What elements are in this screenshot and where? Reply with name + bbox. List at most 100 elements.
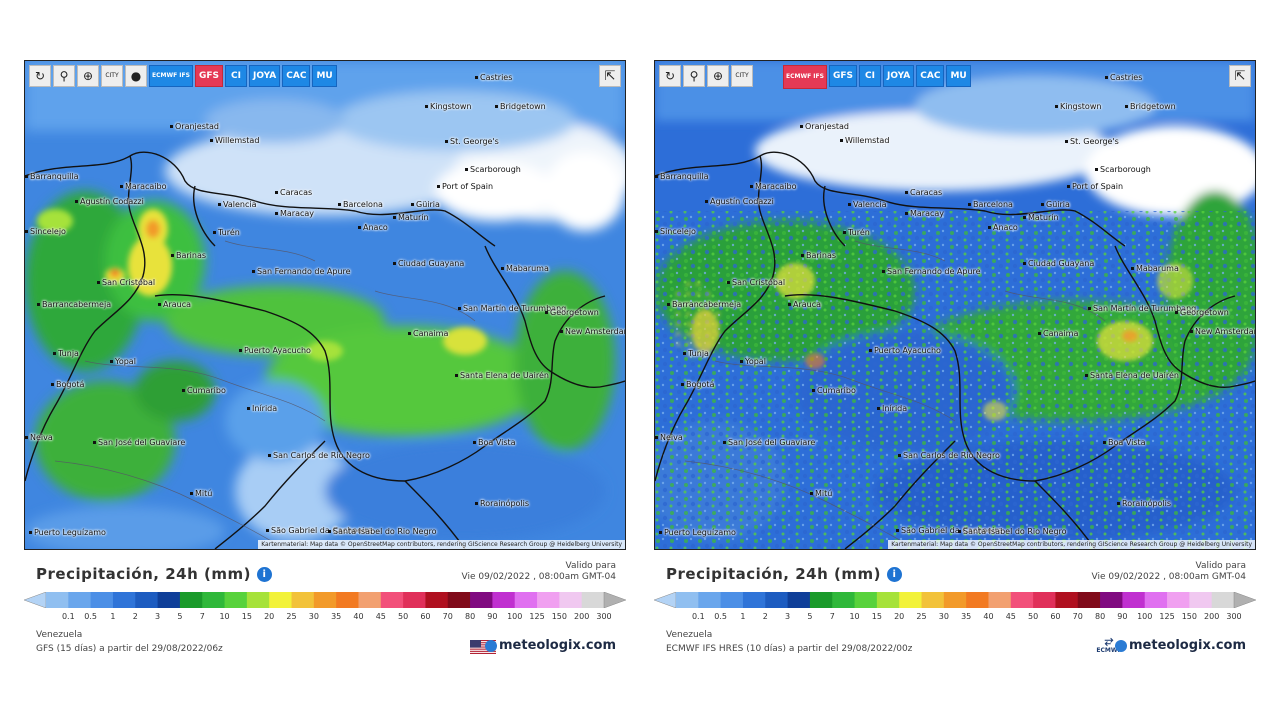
legend-tick-label: 0.5 <box>714 612 727 621</box>
place-label: Sincelejo <box>655 227 696 236</box>
legend-swatch <box>988 592 1012 608</box>
place-label: Santa Elena de Uairén <box>1085 371 1179 380</box>
place-label: Ciudad Guayana <box>393 259 464 268</box>
place-label: Boa Vista <box>473 438 516 447</box>
legend-tick-label: 300 <box>596 612 612 621</box>
model-mu-button[interactable]: MU <box>312 65 337 87</box>
legend-tick-label: 5 <box>807 612 813 621</box>
location-pin-icon[interactable]: ⚲ <box>683 65 705 87</box>
place-label: Boa Vista <box>1103 438 1146 447</box>
legend-tick-label: 15 <box>871 612 882 621</box>
legend-tick-label: 40 <box>353 612 364 621</box>
legend-tick-label: 100 <box>507 612 523 621</box>
brand-logo[interactable]: meteologix.com <box>1115 638 1246 653</box>
legend-swatch <box>269 592 293 608</box>
legend-swatch <box>765 592 789 608</box>
globe-icon <box>1115 639 1128 652</box>
legend-swatch <box>854 592 878 608</box>
model-joya-button[interactable]: JOYA <box>882 65 915 87</box>
model-gfs-button[interactable]: GFS <box>194 65 223 87</box>
dot-toggle-icon[interactable]: ● <box>125 65 147 87</box>
refresh-icon[interactable]: ↻ <box>29 65 51 87</box>
legend-tick-label: 5 <box>177 612 183 621</box>
place-label: Mitú <box>810 489 832 498</box>
place-label: San Martín de Turumbang <box>1088 304 1196 313</box>
legend-swatch <box>470 592 493 608</box>
place-label: Bogotá <box>681 380 714 389</box>
legend-tick-label: 125 <box>1159 612 1175 621</box>
legend-tick-label: 80 <box>1094 612 1106 621</box>
legend-title: Precipitación, 24h (mm) i <box>666 565 902 583</box>
legend-tick-label: 70 <box>442 612 453 621</box>
share-icon[interactable]: ⇱ <box>599 65 621 87</box>
ecmwf-logo: ⥂ ECMWF <box>1094 635 1124 659</box>
place-label: Mabaruma <box>501 264 549 273</box>
legend-tick-label: 25 <box>916 612 927 621</box>
place-label: Scarborough <box>465 165 521 174</box>
place-label: Neiva <box>25 433 53 442</box>
place-label: San Fernando de Apure <box>252 267 351 276</box>
legend-swatch <box>1189 592 1213 608</box>
legend-tick-label: 1 <box>740 612 746 621</box>
place-label: San Carlos de Río Negro <box>898 451 1000 460</box>
gfs-map[interactable]: ↻ ⚲ ⊕ CITY ● ECMWF IFS GFS CI JOYA CAC M… <box>24 60 626 550</box>
legend-swatch <box>380 592 404 608</box>
legend-swatch <box>921 592 945 608</box>
place-label: Valencia <box>218 200 257 209</box>
model-cac-button[interactable]: CAC <box>916 65 945 87</box>
place-label: Turén <box>213 228 240 237</box>
city-toggle-button[interactable]: CITY <box>731 65 753 87</box>
place-label: San José del Guaviare <box>93 438 185 447</box>
city-toggle-button[interactable]: CITY <box>101 65 123 87</box>
place-label: San Martín de Turumbang <box>458 304 566 313</box>
legend-colorbar <box>654 592 1256 608</box>
zoom-icon[interactable]: ⊕ <box>77 65 99 87</box>
place-label: Bridgetown <box>1125 102 1176 111</box>
model-ecmwf-button[interactable]: ECMWF IFS <box>783 65 827 89</box>
legend-tick-label: 25 <box>286 612 297 621</box>
legend-tick-label: 0.1 <box>691 612 705 621</box>
legend-swatch <box>1055 592 1079 608</box>
gfs-panel: ↻ ⚲ ⊕ CITY ● ECMWF IFS GFS CI JOYA CAC M… <box>24 60 626 660</box>
location-pin-icon[interactable]: ⚲ <box>53 65 75 87</box>
legend-tick-label: 50 <box>1028 612 1039 621</box>
place-label: Yopal <box>740 357 766 366</box>
model-gfs-button[interactable]: GFS <box>828 65 857 87</box>
legend-tick-label: 3 <box>155 612 161 621</box>
legend-tick-label: 125 <box>529 612 545 621</box>
zoom-icon[interactable]: ⊕ <box>707 65 729 87</box>
place-label: Yopal <box>110 357 136 366</box>
place-label: Maracaibo <box>120 182 167 191</box>
legend-tick-label: 200 <box>1204 612 1220 621</box>
legend-tick-label: 100 <box>1137 612 1153 621</box>
legend-swatch <box>809 592 833 608</box>
refresh-icon[interactable]: ↻ <box>659 65 681 87</box>
model-ecmwf-button[interactable]: ECMWF IFS <box>149 65 193 87</box>
brand-logo[interactable]: meteologix.com <box>485 638 616 653</box>
place-label: Port of Spain <box>1067 182 1123 191</box>
legend-swatch <box>90 592 114 608</box>
valid-label: Valido para <box>1195 561 1247 571</box>
legend-tick-label: 60 <box>1050 612 1061 621</box>
model-joya-button[interactable]: JOYA <box>248 65 281 87</box>
place-label: Castries <box>1105 73 1142 82</box>
ecmwf-map[interactable]: ↻ ⚲ ⊕ CITY ECMWF IFS GFS CI JOYA CAC MU … <box>654 60 1256 550</box>
model-ci-button[interactable]: CI <box>224 65 247 87</box>
legend-swatch <box>966 592 989 608</box>
legend-tick-label: 2 <box>132 612 138 621</box>
legend-swatch <box>676 592 699 608</box>
info-icon[interactable]: i <box>256 567 272 582</box>
model-mu-button[interactable]: MU <box>946 65 971 87</box>
place-label: Canaima <box>1038 329 1078 338</box>
legend-tick-label: 150 <box>1181 612 1197 621</box>
place-label: Agustín Codazzi <box>75 197 144 206</box>
model-cac-button[interactable]: CAC <box>282 65 311 87</box>
share-icon[interactable]: ⇱ <box>1229 65 1251 87</box>
legend-swatch <box>291 592 315 608</box>
model-ci-button[interactable]: CI <box>858 65 881 87</box>
place-label: San Cristóbal <box>727 278 785 287</box>
info-icon[interactable]: i <box>886 567 902 582</box>
legend-swatch <box>403 592 426 608</box>
legend-arrow-high <box>603 592 626 608</box>
legend-swatch <box>358 592 382 608</box>
